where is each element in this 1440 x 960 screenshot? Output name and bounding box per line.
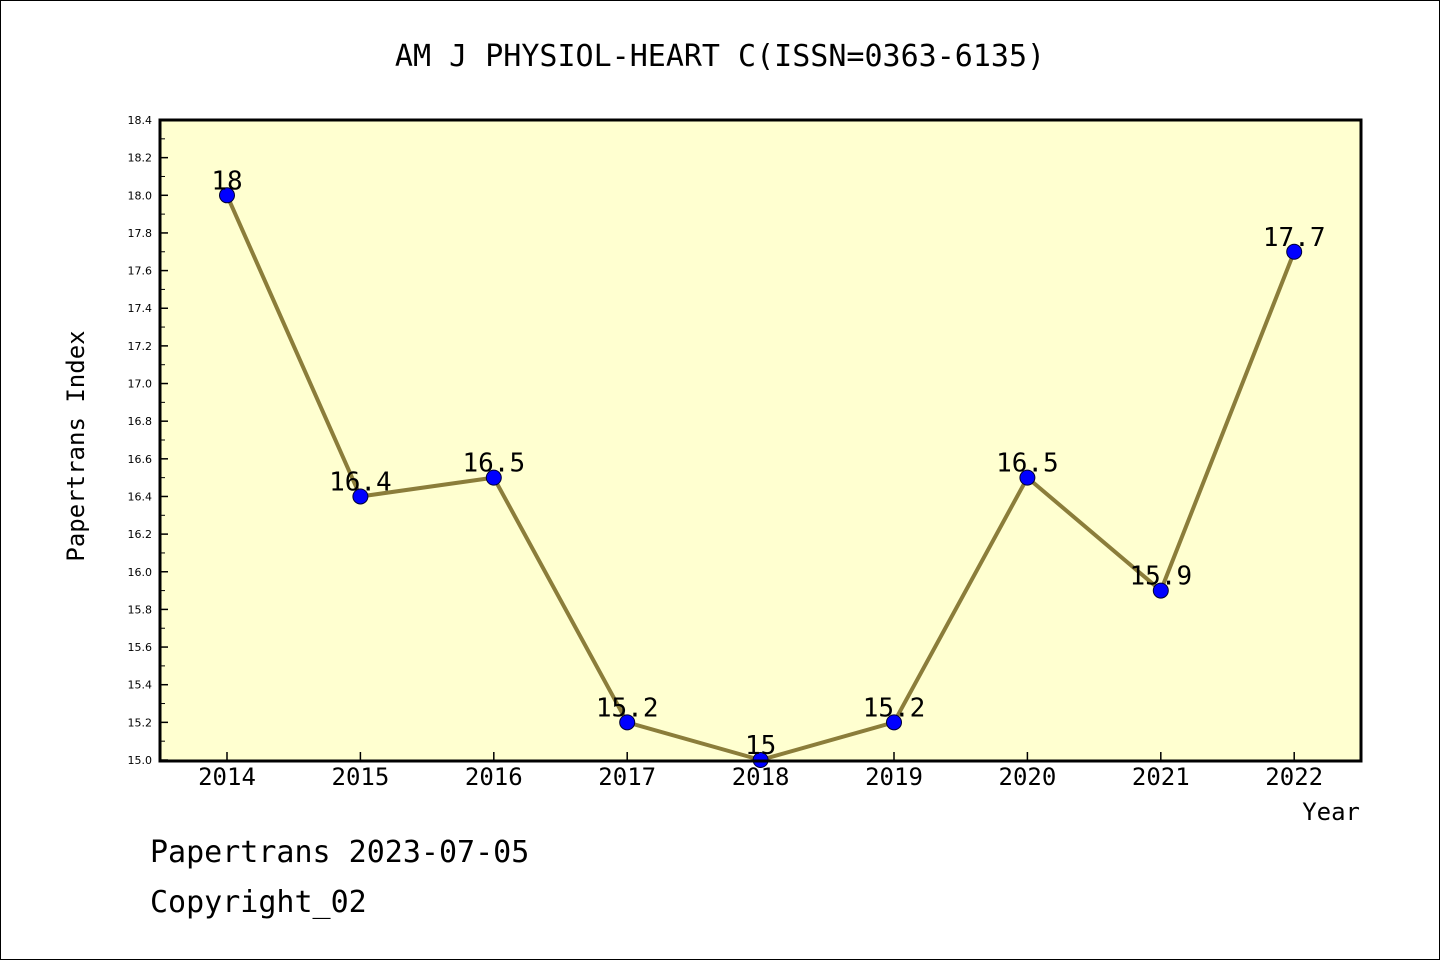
y-tick-label: 17.8 bbox=[128, 227, 153, 240]
data-label: 16.4 bbox=[329, 467, 392, 497]
y-tick-label: 15.6 bbox=[128, 641, 153, 654]
y-tick-label: 16.4 bbox=[128, 490, 153, 503]
data-point bbox=[886, 714, 902, 731]
x-tick-label: 2019 bbox=[865, 763, 923, 791]
y-tick-label: 15.4 bbox=[128, 679, 153, 692]
chart-title: AM J PHYSIOL-HEART C(ISSN=0363-6135) bbox=[395, 39, 1045, 74]
data-point bbox=[219, 187, 235, 204]
footer-copyright: Copyright_02 bbox=[150, 885, 367, 920]
data-label: 15.2 bbox=[863, 693, 926, 723]
x-axis-label: Year bbox=[1302, 798, 1360, 826]
data-label: 15.2 bbox=[596, 693, 659, 723]
x-tick-label: 2017 bbox=[598, 763, 656, 791]
data-label: 15.9 bbox=[1129, 562, 1192, 592]
data-label: 16.5 bbox=[462, 449, 525, 479]
data-label: 18 bbox=[211, 166, 242, 196]
y-tick-label: 15.8 bbox=[128, 603, 153, 616]
y-tick-label: 16.8 bbox=[128, 415, 153, 428]
x-tick-label: 2014 bbox=[198, 763, 256, 791]
y-axis-label: Papertrans Index bbox=[62, 330, 90, 561]
data-point bbox=[1286, 243, 1303, 260]
y-tick-label: 17.4 bbox=[128, 302, 153, 315]
x-tick-label: 2022 bbox=[1265, 763, 1323, 791]
data-point bbox=[1152, 582, 1169, 599]
y-tick-label: 16.0 bbox=[128, 566, 153, 579]
y-tick-label: 16.2 bbox=[128, 528, 153, 541]
x-tick-label: 2016 bbox=[465, 763, 523, 791]
y-tick-label: 15.0 bbox=[128, 754, 153, 767]
data-label: 16.5 bbox=[996, 449, 1059, 479]
y-tick-label: 17.6 bbox=[128, 265, 153, 278]
data-point bbox=[485, 469, 502, 486]
data-point bbox=[352, 488, 369, 505]
y-tick-label: 18.2 bbox=[128, 152, 153, 165]
y-tick-label: 17.2 bbox=[128, 340, 153, 353]
x-tick-label: 2021 bbox=[1132, 763, 1190, 791]
x-tick-label: 2020 bbox=[999, 763, 1057, 791]
plot-area bbox=[160, 120, 1361, 761]
data-label: 17.7 bbox=[1263, 223, 1326, 253]
data-point bbox=[1019, 469, 1036, 486]
footer-date: Papertrans 2023-07-05 bbox=[150, 835, 530, 870]
x-tick-label: 2015 bbox=[332, 763, 390, 791]
y-tick-label: 15.2 bbox=[128, 716, 153, 729]
y-tick-label: 16.6 bbox=[128, 453, 153, 466]
data-labels: 18 16.4 16.5 15.2 15 15.2 16.5 15.9 17.7 bbox=[211, 166, 1325, 761]
y-tick-label: 18.0 bbox=[128, 189, 153, 202]
data-label: 15 bbox=[745, 731, 776, 761]
plot-border bbox=[158, 118, 1363, 763]
data-point bbox=[619, 714, 636, 731]
y-tick-label: 18.4 bbox=[128, 114, 153, 127]
y-tick-label: 17.0 bbox=[128, 378, 153, 391]
